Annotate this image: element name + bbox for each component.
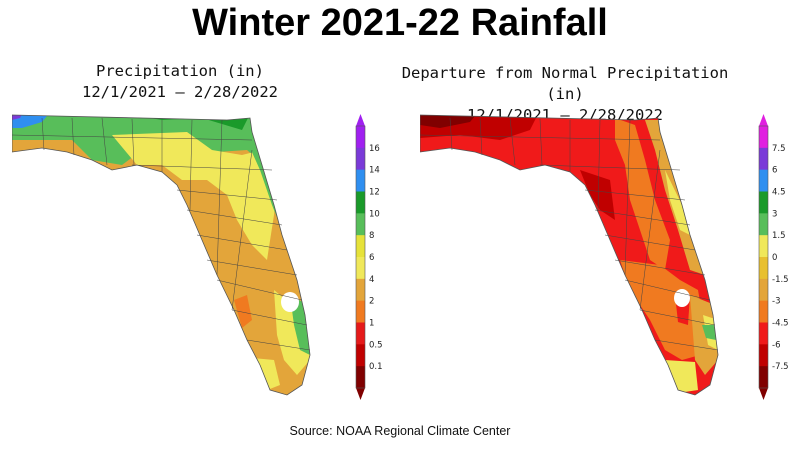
legend-swatch [759,300,768,323]
precipitation-date-range: 12/1/2021 – 2/28/2022 [82,83,278,101]
legend-tick-label: -1.5 [772,275,789,285]
legend-border [355,125,366,389]
legend-arrow-bottom [356,388,365,400]
legend-swatch [356,235,365,258]
precipitation-title-line1: Precipitation (in) [96,62,264,80]
page-title: Winter 2021-22 Rainfall [192,2,608,44]
legend-tick-label: 0.5 [369,340,383,350]
legend-tick-label: 4.5 [772,188,786,198]
legend-tick-label: -7.5 [772,362,789,372]
legend-swatch [759,322,768,345]
legend-swatch [759,191,768,214]
legend-tick-label: -4.5 [772,319,789,329]
legend-tick-label: 3 [772,209,777,219]
precipitation-legend: 16 14 12 10 8 6 4 2 1 0.5 0.1 [355,114,383,400]
legend-swatch [356,191,365,214]
legend-tick-label: 16 [369,144,380,154]
legend-tick-label: -6 [772,340,780,350]
legend-swatch [759,126,768,149]
departure-map [420,114,719,396]
legend-tick-label: 1 [369,319,374,329]
legend-tick-label: 4 [369,275,374,285]
legend-border [758,125,769,389]
legend-tick-label: 8 [369,231,374,241]
legend-swatch [759,257,768,280]
legend-swatch [759,169,768,192]
legend-arrow-bottom [759,388,768,400]
legend-tick-label: 12 [369,188,380,198]
legend-swatch [356,366,365,389]
legend-tick-label: 6 [772,166,777,176]
precipitation-map [12,114,311,396]
departure-title-line1: Departure from Normal Precipitation (in) [401,64,729,103]
legend-swatch [356,300,365,323]
legend-tick-label: 1.5 [772,231,786,241]
legend-swatch [356,213,365,236]
legend-tick-label: 7.5 [772,144,786,154]
legend-swatch [759,366,768,389]
legend-tick-label: 0.1 [369,362,383,372]
legend-tick-label: 2 [369,297,374,307]
legend-tick-label: 10 [369,209,380,219]
legend-swatch [759,344,768,367]
legend-swatch [356,147,365,171]
legend-tick-label: 0 [772,253,777,263]
county-lines [12,117,311,351]
legend-swatch [759,213,768,236]
source-credit: Source: NOAA Regional Climate Center [289,424,511,438]
legend-arrow-top [759,114,768,126]
county-lines [420,117,719,351]
legend-swatch [759,235,768,258]
legend-swatch [759,147,768,171]
legend-swatch [356,169,365,192]
legend-arrow-top [356,114,365,126]
legend-swatch [759,278,768,302]
legend-swatch [356,278,365,302]
departure-legend: 7.5 6 4.5 3 1.5 0 -1.5 -3 -4.5 -6 -7.5 [758,114,789,400]
legend-tick-label: 6 [369,253,374,263]
legend-tick-label: 14 [369,166,380,176]
legend-swatch [356,126,365,149]
legend-swatch [356,344,365,367]
legend-tick-label: -3 [772,297,780,307]
legend-swatch [356,322,365,345]
legend-swatch [356,257,365,280]
precipitation-map-title: Precipitation (in) 12/1/2021 – 2/28/2022 [0,61,360,103]
